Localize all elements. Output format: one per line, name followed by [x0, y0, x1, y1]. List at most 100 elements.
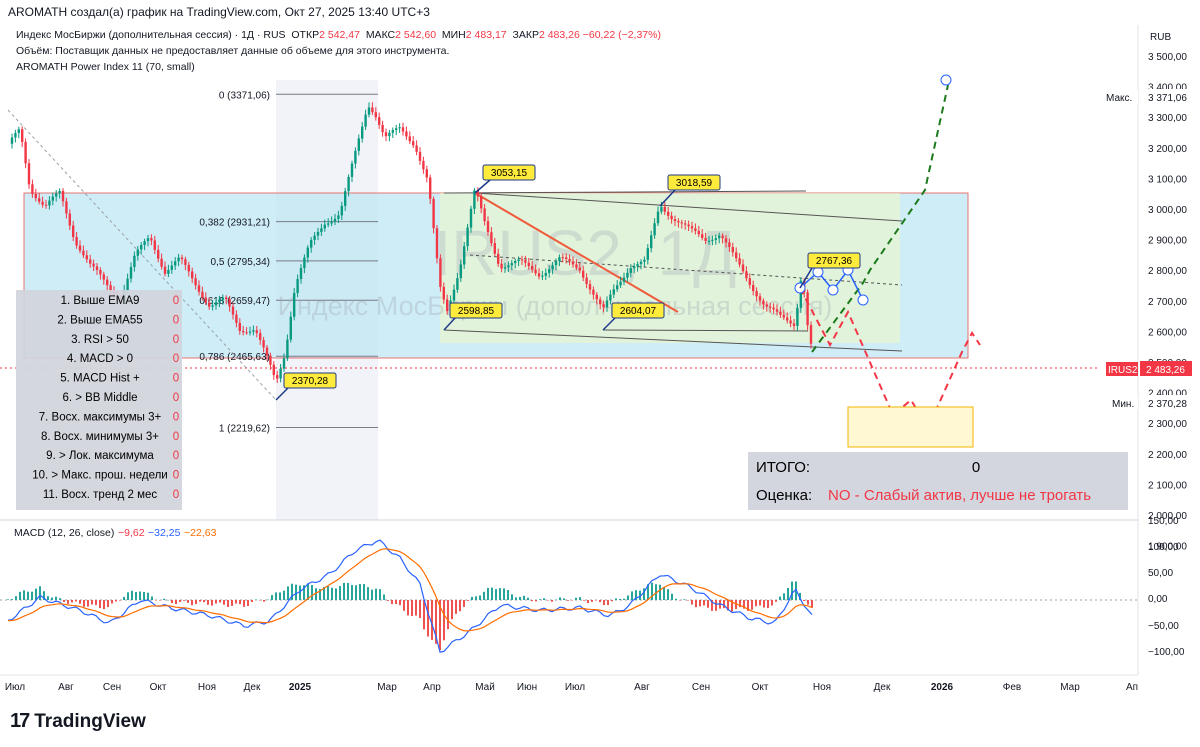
macd-hist-bar — [743, 600, 745, 609]
candle-body — [65, 201, 68, 214]
candle-body — [503, 267, 507, 269]
projection-point[interactable] — [857, 294, 869, 306]
max-value: 3 371,06 — [1148, 93, 1187, 104]
macd-hist-bar — [351, 585, 353, 600]
macd-hist-bar — [647, 584, 649, 600]
macd-hist-bar — [83, 600, 85, 607]
macd-hist-bar — [747, 600, 749, 611]
checklist-item: 5. MACD Hist + — [60, 373, 140, 385]
fib-level-label: 0,786 (2465,63) — [199, 352, 270, 363]
macd-hist-bar — [535, 600, 537, 602]
candle-body — [109, 285, 112, 291]
checklist-item: 7. Восх. максимумы 3+ — [39, 411, 162, 423]
candle-body — [558, 257, 561, 262]
macd-tick: −50,00 — [1148, 621, 1179, 632]
candle-body — [701, 234, 704, 238]
macd-hist-bar — [31, 591, 33, 600]
indicator-label[interactable]: AROMATH Power Index 11 (70, small) — [16, 61, 195, 73]
candle-body — [537, 273, 541, 277]
candle-body — [629, 268, 632, 273]
candle-body — [248, 331, 252, 333]
price-tick: 3 500,00 — [1148, 52, 1187, 63]
time-tick: Ноя — [198, 682, 216, 693]
target-point[interactable] — [940, 74, 952, 86]
symbol-header[interactable]: Индекс МосБиржи (дополнительная сессия) … — [16, 29, 661, 41]
macd-hist-bar — [551, 600, 553, 602]
candle-body — [269, 355, 272, 365]
time-tick: Окт — [752, 682, 769, 693]
macd-hist-bar — [735, 600, 737, 610]
checklist-item: 11. Восх. тренд 2 мес — [43, 489, 157, 501]
macd-hist-bar — [79, 600, 81, 604]
macd-hist-bar — [471, 596, 473, 600]
macd-hist-bar — [563, 598, 565, 600]
last-value-tag — [1140, 361, 1192, 376]
macd-hist-bar — [755, 600, 757, 607]
callout-2767[interactable]: 2767,36 — [799, 252, 861, 289]
fibonacci-retracement[interactable]: 0 (3371,06) 0,382 (2931,21) 0,5 (2795,34) 0… — [199, 90, 378, 435]
macd-hist-bar — [751, 600, 753, 610]
macd-hist-bar — [407, 600, 409, 616]
callout-2598[interactable]: 2598,85 — [443, 302, 503, 331]
candle-body — [524, 260, 527, 263]
macd-hist-bar — [307, 583, 309, 600]
ohlc-open-label: ОТКР — [291, 29, 320, 41]
callout-2604[interactable]: 2604,07 — [602, 302, 665, 331]
author-line: AROMATH создал(а) график на TradingView.… — [8, 5, 430, 19]
candle-body — [684, 223, 687, 225]
candle-body — [670, 215, 673, 220]
callout-3018[interactable]: 3018,59 — [659, 174, 721, 207]
candle-body — [262, 340, 265, 348]
macd-hist-bar — [511, 594, 513, 600]
macd-hist-bar — [687, 600, 689, 601]
candle-body — [561, 257, 564, 259]
checklist-item: 9. > Лок. максимума — [46, 450, 154, 462]
macd-hist-bar — [763, 600, 765, 608]
macd-hist-bar — [127, 592, 129, 600]
macd-hist-bar — [363, 584, 365, 600]
macd-hist-bar — [135, 591, 137, 600]
candle-body — [347, 176, 350, 192]
callout-text: 3053,15 — [491, 168, 528, 179]
callout-2370[interactable]: 2370,28 — [275, 372, 337, 401]
candle-body — [622, 277, 626, 282]
macd-hist-bar — [359, 584, 361, 600]
min-value: 2 370,28 — [1148, 399, 1187, 410]
checklist-value: 0 — [173, 295, 179, 307]
candle-body — [609, 294, 612, 301]
candle-body — [650, 235, 653, 249]
macd-hist-bar — [611, 600, 613, 602]
price-axis[interactable]: 3 500,00 3 400,00 3 300,00 3 200,00 3 100,00… — [1148, 52, 1187, 553]
candle-body — [82, 250, 85, 256]
callout-3053[interactable]: 3053,15 — [474, 164, 536, 194]
candle-body — [473, 190, 476, 209]
macd-hist-bar — [279, 592, 281, 600]
resistance-line — [443, 190, 807, 194]
candle-body — [231, 306, 235, 315]
macd-hist-bar — [251, 600, 253, 603]
macd-hist-bar — [215, 600, 217, 604]
candle-body — [463, 246, 466, 265]
macd-hist-bar — [235, 600, 237, 604]
candle-body — [741, 264, 745, 272]
projection-point[interactable] — [827, 284, 839, 296]
macd-hist-bar — [779, 596, 781, 600]
candle-body — [286, 339, 289, 359]
candle-body — [367, 107, 371, 115]
time-tick: Сен — [692, 682, 710, 693]
macd-hist-bar — [95, 600, 97, 606]
candle-body — [599, 299, 602, 305]
candle-body — [745, 271, 748, 279]
candle-body — [10, 137, 14, 144]
macd-hist-bar — [495, 589, 497, 600]
candle-body — [415, 145, 418, 152]
tradingview-logo[interactable]: 17 TradingView — [10, 710, 146, 733]
macd-hist-bar — [379, 589, 381, 600]
time-axis[interactable]: Июл Авг Сен Окт Ноя Дек 2025 Мар Апр Май Июн Июл Авг… — [5, 682, 1138, 693]
rating-value: NO - Слабый актив, лучше не трогать — [828, 487, 1091, 504]
checklist: 1. Выше EMA9 0 2. Выше EMA55 0 3. RSI > 50 0 4… — [32, 295, 179, 501]
candle-body — [180, 257, 184, 260]
candle-body — [510, 263, 513, 266]
candle-body — [252, 330, 255, 332]
